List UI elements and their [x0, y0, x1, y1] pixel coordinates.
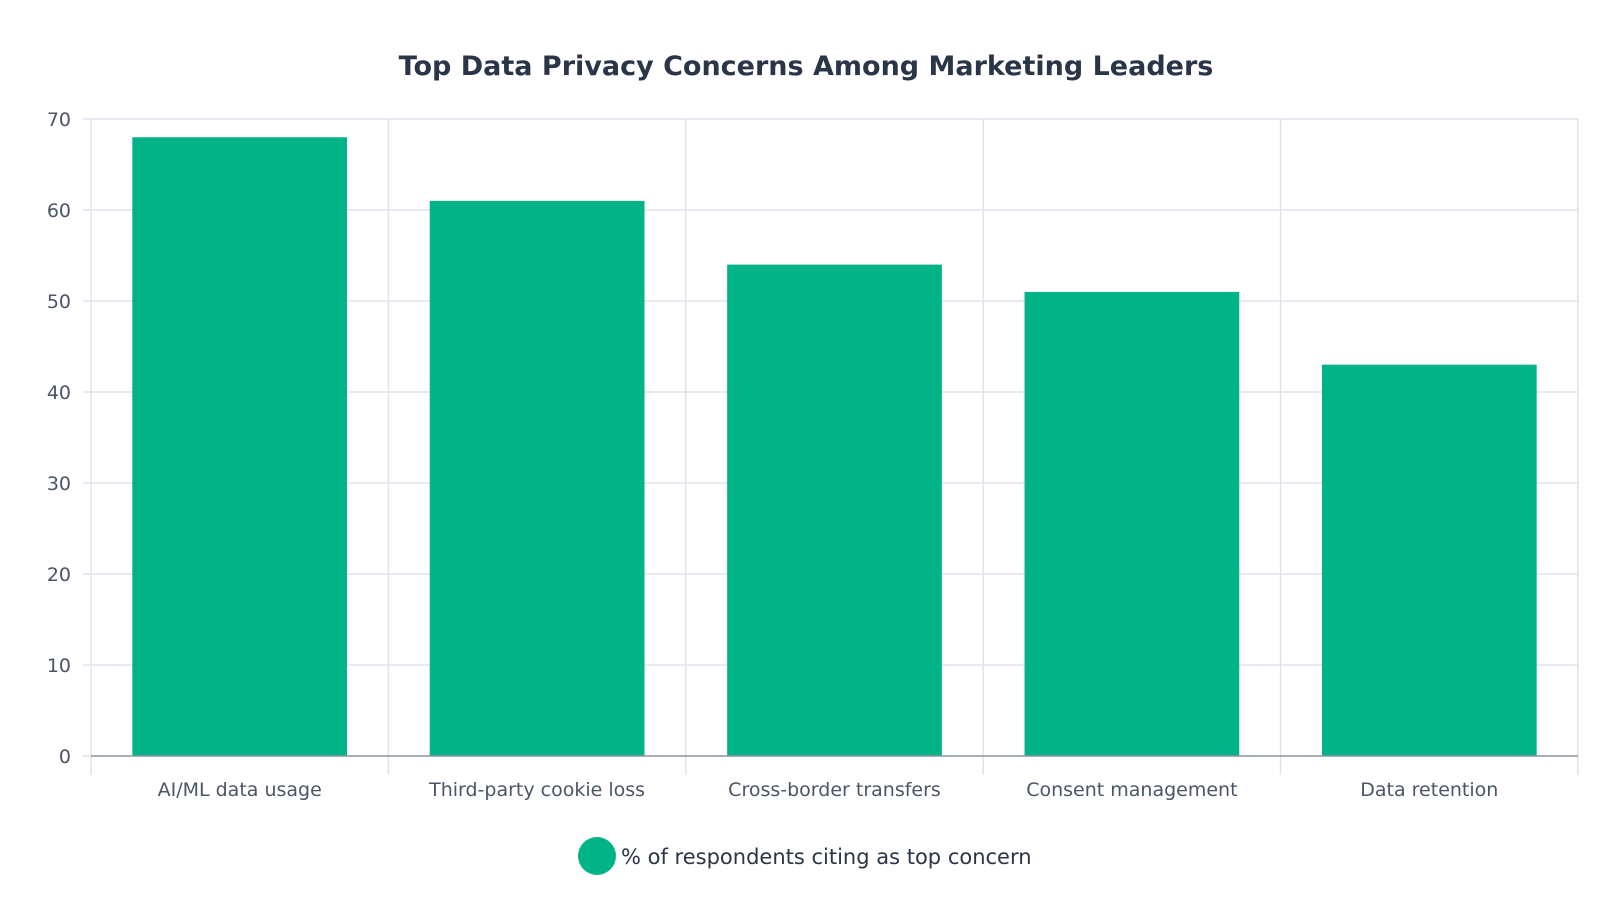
x-tick-label: Third-party cookie loss [428, 779, 645, 801]
legend-marker [578, 837, 616, 875]
y-tick-label: 40 [47, 382, 71, 404]
x-tick-label: AI/ML data usage [158, 779, 322, 801]
chart-title: Top Data Privacy Concerns Among Marketin… [399, 51, 1214, 82]
axes: 0 10 20 30 40 50 60 70 AI/ML data usage Third-par… [47, 109, 1579, 801]
legend[interactable]: % of respondents citing as top concern [578, 837, 1032, 875]
bar-data-retention [1321, 364, 1537, 756]
x-tick-label: Data retention [1360, 779, 1498, 801]
x-tick-label: Consent management [1026, 779, 1237, 801]
y-tick-label: 30 [47, 473, 71, 495]
y-tick-label: 10 [47, 655, 71, 677]
bar-ai-ml-data-usage [132, 137, 348, 756]
bars [132, 137, 1537, 756]
y-tick-label: 20 [47, 564, 71, 586]
y-tick-label: 70 [47, 109, 71, 131]
y-tick-label: 0 [59, 746, 71, 768]
legend-label: % of respondents citing as top concern [621, 845, 1032, 869]
x-tick-label: Cross-border transfers [728, 779, 941, 801]
bar-third-party-cookie-loss [429, 200, 645, 756]
bar-cross-border-transfers [727, 264, 942, 756]
y-tick-label: 60 [47, 200, 71, 222]
bar-consent-management [1024, 291, 1240, 756]
y-tick-label: 50 [47, 291, 71, 313]
